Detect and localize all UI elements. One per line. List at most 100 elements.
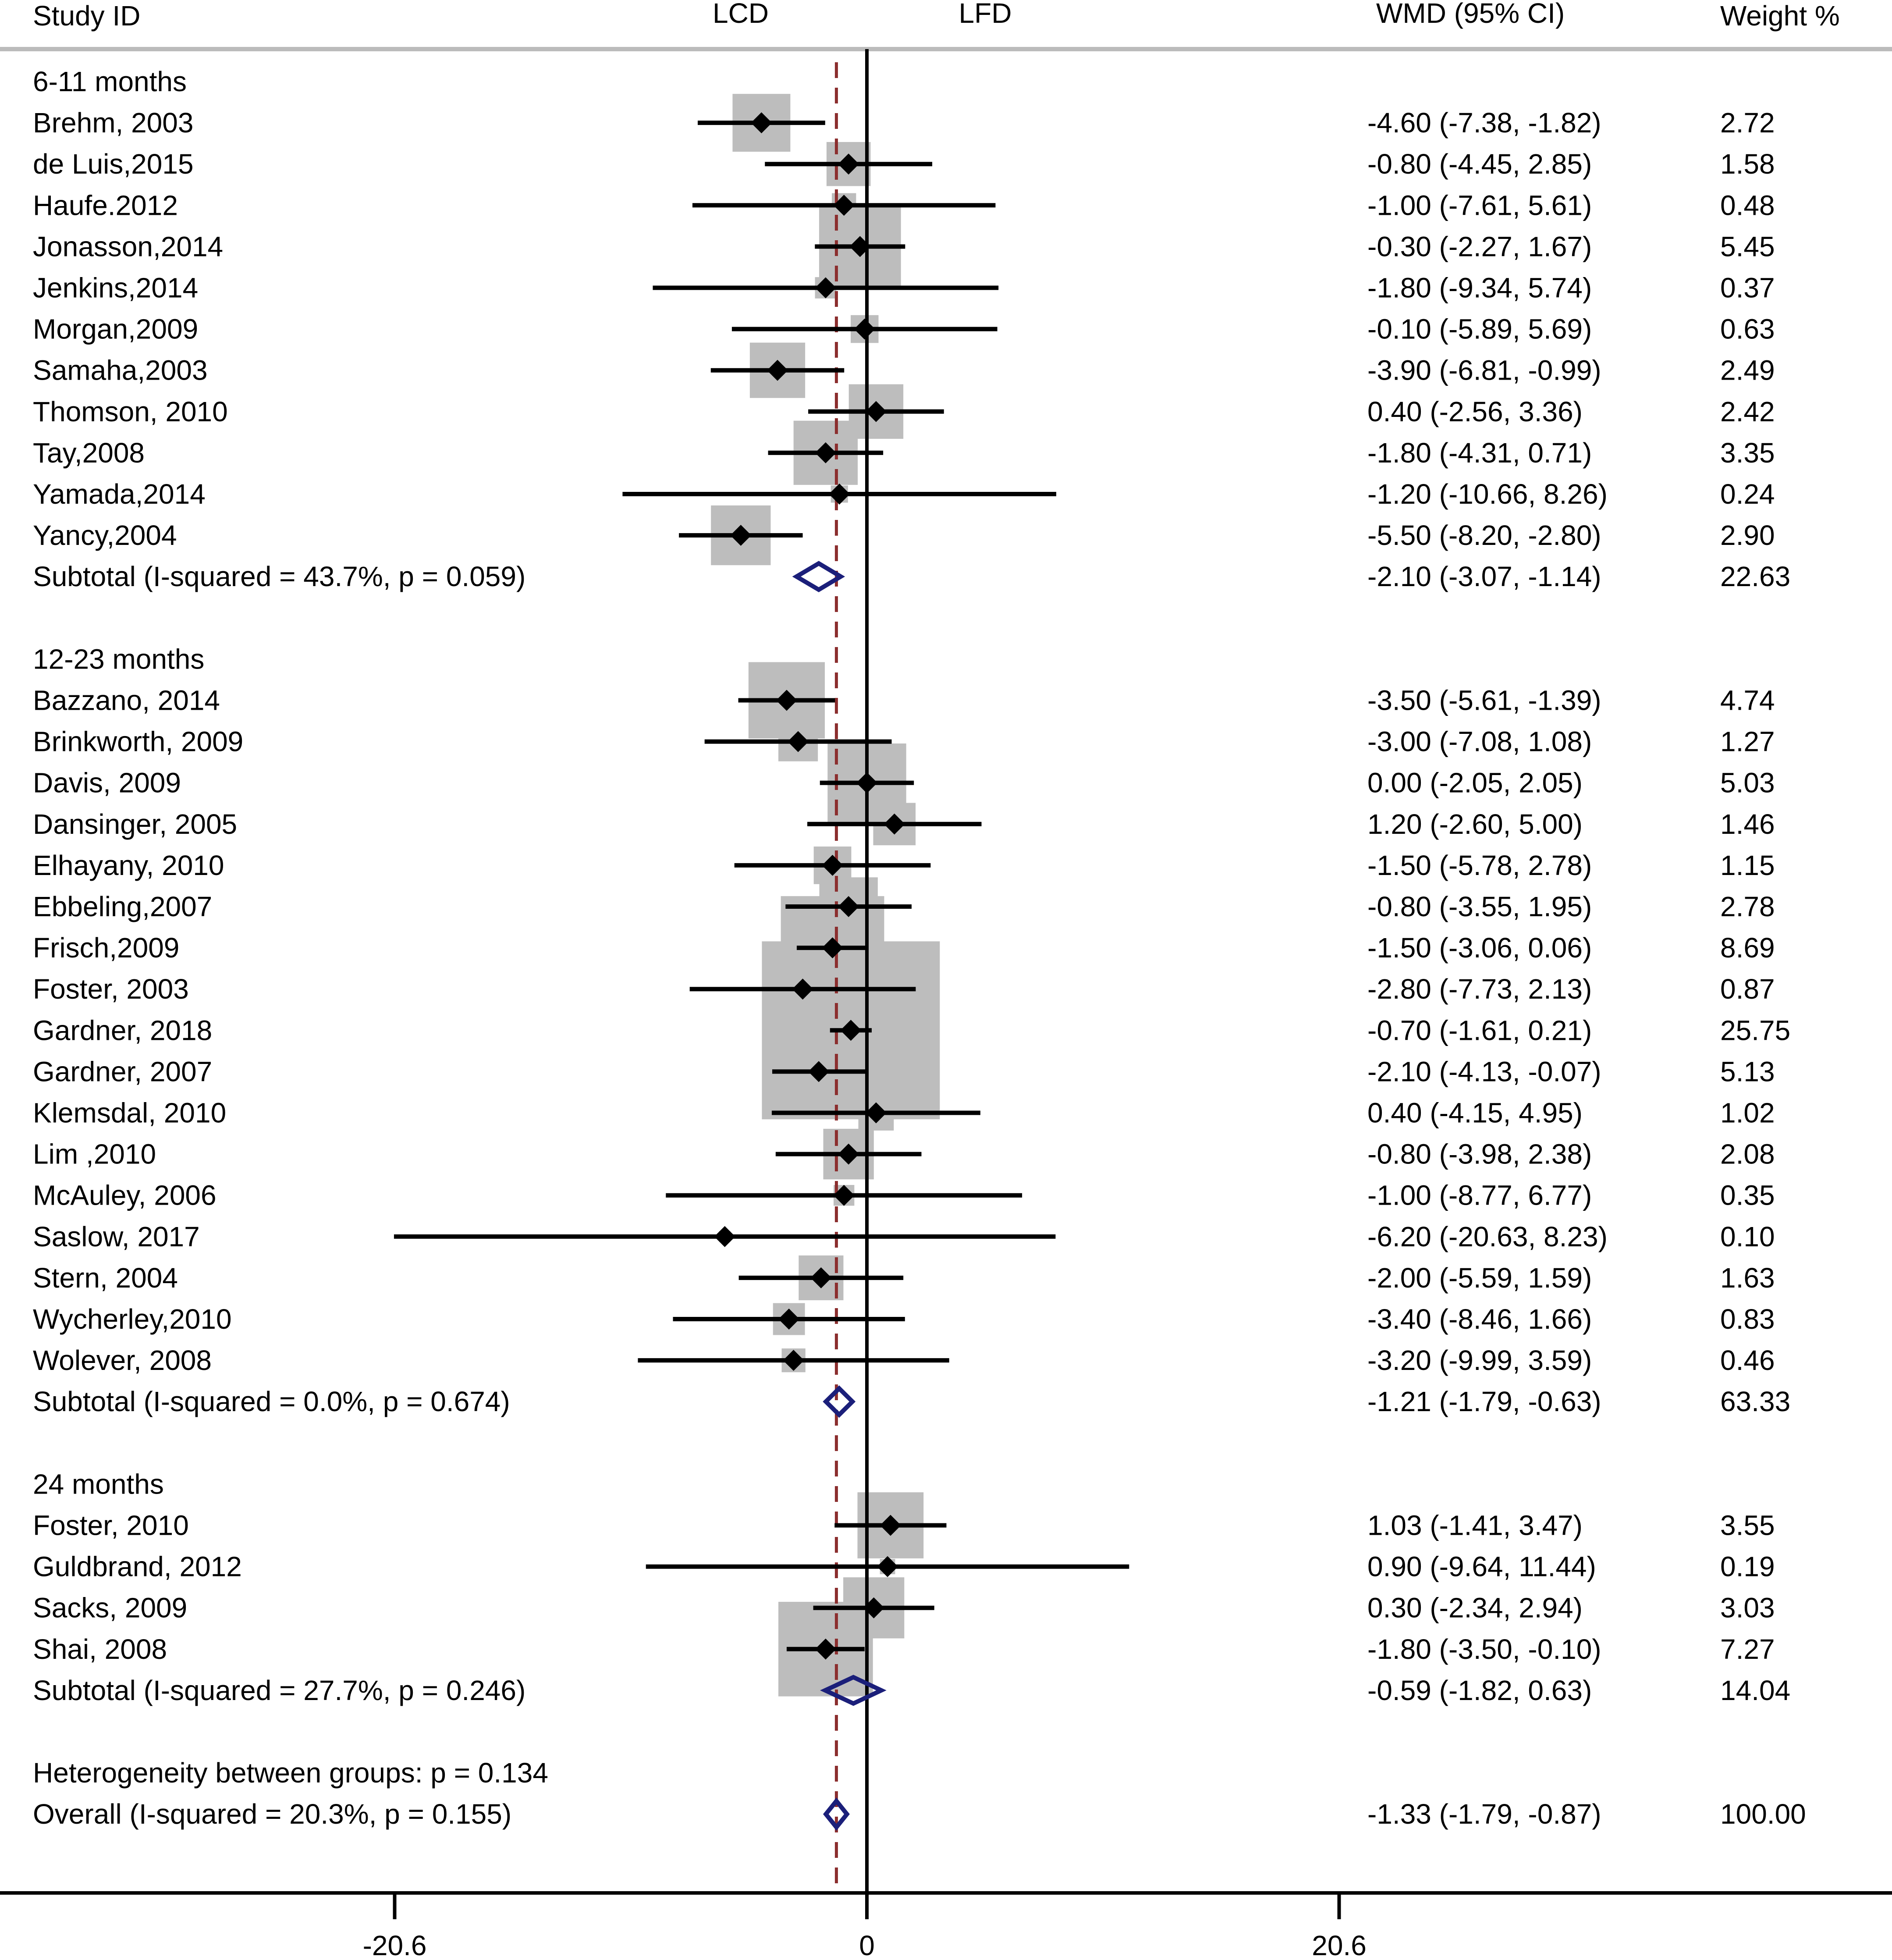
weight-header: Weight % — [1720, 0, 1840, 32]
wmd-header: WMD (95% CI) — [1376, 0, 1565, 29]
x-axis: -20.6 0 20.6 — [0, 1891, 1892, 1960]
ci-text: -0.70 (-1.61, 0.21) — [1367, 1014, 1592, 1046]
subtotal-diamond — [823, 1385, 856, 1418]
ci-text: 0.30 (-2.34, 2.94) — [1367, 1592, 1583, 1624]
plot-marks — [394, 49, 1129, 1893]
point-estimate — [863, 1597, 884, 1619]
weight-text: 7.27 — [1720, 1633, 1775, 1665]
subtotal-weight-text: 63.33 — [1720, 1386, 1790, 1417]
weight-text: 0.46 — [1720, 1345, 1775, 1376]
study-label: Morgan,2009 — [33, 313, 198, 345]
point-estimate — [778, 1309, 800, 1330]
subtotal-label: Subtotal (I-squared = 43.7%, p = 0.059) — [33, 561, 525, 592]
overall-ci-text: -1.33 (-1.79, -0.87) — [1367, 1798, 1601, 1830]
subtotal-label: Subtotal (I-squared = 0.0%, p = 0.674) — [33, 1386, 510, 1417]
group-heading: 6-11 months — [33, 66, 187, 97]
point-estimate — [884, 813, 905, 835]
study-label: de Luis,2015 — [33, 148, 194, 180]
weight-text: 1.15 — [1720, 850, 1775, 881]
weight-text: 1.02 — [1720, 1097, 1775, 1129]
study-label: Stern, 2004 — [33, 1262, 178, 1294]
weight-text: 5.13 — [1720, 1056, 1775, 1087]
ci-text: -2.80 (-7.73, 2.13) — [1367, 973, 1592, 1005]
point-estimate — [840, 1020, 862, 1041]
ci-text: -6.20 (-20.63, 8.23) — [1367, 1221, 1608, 1252]
weight-text: 1.27 — [1720, 726, 1775, 758]
ci-text: -3.20 (-9.99, 3.59) — [1367, 1345, 1592, 1376]
point-estimate — [822, 854, 843, 876]
point-estimate — [751, 112, 772, 134]
study-label: Davis, 2009 — [33, 767, 181, 799]
weight-text: 4.74 — [1720, 685, 1775, 716]
ci-text: 1.20 (-2.60, 5.00) — [1367, 808, 1583, 840]
study-label: McAuley, 2006 — [33, 1180, 217, 1211]
ci-text: -1.80 (-9.34, 5.74) — [1367, 272, 1592, 304]
point-estimate — [849, 236, 871, 257]
point-estimate — [714, 1226, 735, 1247]
ci-text: 0.00 (-2.05, 2.05) — [1367, 767, 1583, 799]
lcd-label: LCD — [713, 0, 769, 29]
study-label: Samaha,2003 — [33, 355, 208, 386]
study-label: Klemsdal, 2010 — [33, 1097, 226, 1129]
ci-text: -0.10 (-5.89, 5.69) — [1367, 313, 1592, 345]
point-estimate — [767, 359, 788, 381]
weight-text: 0.87 — [1720, 973, 1775, 1005]
ci-text: -3.50 (-5.61, -1.39) — [1367, 685, 1601, 716]
ci-text: -1.50 (-3.06, 0.06) — [1367, 932, 1592, 964]
weight-text: 5.45 — [1720, 231, 1775, 262]
study-label: Saslow, 2017 — [33, 1221, 200, 1252]
heterogeneity-text: Heterogeneity between groups: p = 0.134 — [33, 1757, 548, 1789]
ci-text: -3.90 (-6.81, -0.99) — [1367, 355, 1601, 386]
overall-diamond — [823, 1797, 850, 1831]
ci-text: 0.40 (-2.56, 3.36) — [1367, 396, 1583, 427]
x-tick-label: -20.6 — [363, 1930, 427, 1960]
point-estimate — [833, 1185, 855, 1206]
lfd-label: LFD — [959, 0, 1012, 29]
ci-text: -2.10 (-4.13, -0.07) — [1367, 1056, 1601, 1087]
study-label: Wolever, 2008 — [33, 1345, 212, 1376]
study-label: Gardner, 2018 — [33, 1014, 212, 1046]
point-estimate — [829, 484, 850, 505]
weight-text: 1.46 — [1720, 808, 1775, 840]
point-estimate — [783, 1350, 804, 1371]
weight-text: 0.48 — [1720, 189, 1775, 221]
point-estimate — [792, 978, 813, 1000]
study-label: Bazzano, 2014 — [33, 685, 220, 716]
weight-text: 1.58 — [1720, 148, 1775, 180]
weight-text: 2.49 — [1720, 355, 1775, 386]
weight-text: 0.19 — [1720, 1551, 1775, 1583]
weight-text: 0.10 — [1720, 1221, 1775, 1252]
ci-text: -1.50 (-5.78, 2.78) — [1367, 850, 1592, 881]
study-label: Thomson, 2010 — [33, 396, 228, 427]
weight-text: 1.63 — [1720, 1262, 1775, 1294]
point-estimate — [865, 1102, 887, 1124]
point-estimate — [808, 1061, 830, 1082]
weight-text: 0.63 — [1720, 313, 1775, 345]
weight-text: 0.83 — [1720, 1303, 1775, 1335]
weight-text: 2.90 — [1720, 519, 1775, 551]
ci-text: -0.80 (-4.45, 2.85) — [1367, 148, 1592, 180]
study-label: Frisch,2009 — [33, 932, 179, 964]
study-label: Lim ,2010 — [33, 1138, 156, 1170]
study-label: Elhayany, 2010 — [33, 850, 224, 881]
x-tick-label: 0 — [859, 1930, 875, 1960]
column-headers: Study ID LCD LFD WMD (95% CI) Weight % — [33, 0, 1840, 32]
study-label: Wycherley,2010 — [33, 1303, 232, 1335]
weight-text: 3.03 — [1720, 1592, 1775, 1624]
study-label: Yancy,2004 — [33, 519, 177, 551]
ci-text: -1.20 (-10.66, 8.26) — [1367, 478, 1608, 510]
ci-text: -2.00 (-5.59, 1.59) — [1367, 1262, 1592, 1294]
study-label: Ebbeling,2007 — [33, 891, 212, 922]
point-estimate — [838, 1143, 859, 1165]
plot-rows: 6-11 months Brehm, 2003 -4.60 (-7.38, -1.8… — [33, 66, 1806, 1830]
weight-text: 2.08 — [1720, 1138, 1775, 1170]
study-label: Dansinger, 2005 — [33, 808, 237, 840]
point-estimate — [776, 690, 797, 711]
point-estimate — [877, 1556, 898, 1577]
study-id-header: Study ID — [33, 0, 140, 32]
point-estimate — [838, 153, 859, 175]
weight-text: 0.35 — [1720, 1180, 1775, 1211]
study-label: Foster, 2003 — [33, 973, 189, 1005]
ci-text: -0.30 (-2.27, 1.67) — [1367, 231, 1592, 262]
study-label: Jenkins,2014 — [33, 272, 198, 304]
